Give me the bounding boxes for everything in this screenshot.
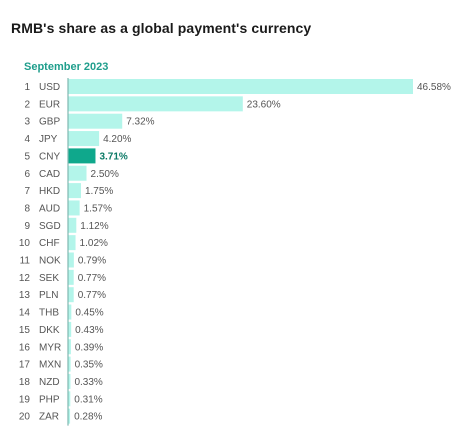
chart-subtitle: September 2023	[24, 61, 109, 73]
rank-label: 11	[20, 256, 31, 267]
rank-label: 4	[24, 134, 30, 145]
value-label: 0.45%	[75, 308, 103, 319]
value-label: 0.39%	[75, 342, 103, 353]
value-label: 0.77%	[78, 273, 106, 284]
rank-label: 16	[19, 342, 31, 353]
currency-label: CNY	[39, 151, 60, 162]
value-label: 23.60%	[247, 99, 281, 110]
bar-chf	[68, 235, 76, 251]
rank-label: 15	[19, 325, 31, 336]
value-label: 0.79%	[78, 256, 106, 267]
currency-label: NOK	[39, 256, 61, 267]
bar-eur	[68, 96, 243, 112]
bar-jpy	[68, 131, 100, 147]
value-label: 0.33%	[74, 377, 102, 388]
value-label: 46.58%	[417, 82, 451, 93]
currency-label: EUR	[39, 99, 60, 110]
rank-label: 8	[24, 203, 30, 214]
currency-label: SEK	[39, 273, 59, 284]
rank-label: 18	[19, 377, 31, 388]
value-label: 0.31%	[74, 394, 102, 405]
rank-label: 13	[19, 290, 31, 301]
currency-label: USD	[39, 82, 60, 93]
bar-pln	[68, 287, 74, 303]
value-label: 0.77%	[78, 290, 106, 301]
currency-label: DKK	[39, 325, 60, 336]
bar-sek	[68, 269, 74, 285]
currency-label: MXN	[39, 360, 61, 371]
value-label: 1.12%	[80, 221, 108, 232]
value-label: 0.43%	[75, 325, 103, 336]
currency-label: HKD	[39, 186, 60, 197]
bar-mxn	[68, 356, 71, 372]
rank-label: 10	[19, 238, 31, 249]
value-label: 2.50%	[91, 169, 119, 180]
bar-aud	[68, 200, 80, 216]
currency-label: CHF	[39, 238, 60, 249]
rank-label: 1	[24, 82, 30, 93]
currency-label: NZD	[39, 377, 60, 388]
rank-label: 7	[24, 186, 30, 197]
currency-label: GBP	[39, 117, 60, 128]
currency-label: AUD	[39, 203, 60, 214]
value-label: 1.02%	[80, 238, 108, 249]
bar-hkd	[68, 183, 81, 199]
bar-cny	[68, 148, 96, 164]
bar-myr	[68, 339, 71, 355]
rank-label: 19	[19, 394, 31, 405]
rank-label: 20	[19, 412, 31, 423]
rank-label: 6	[24, 169, 30, 180]
currency-label: CAD	[39, 169, 60, 180]
chart-title: RMB's share as a global payment's curren…	[11, 20, 312, 36]
bar-thb	[68, 304, 72, 320]
currency-label: JPY	[39, 134, 58, 145]
bar-dkk	[68, 321, 72, 337]
value-label: 1.75%	[85, 186, 113, 197]
rank-label: 12	[19, 273, 31, 284]
currency-label: MYR	[39, 342, 61, 353]
currency-label: THB	[39, 308, 59, 319]
rank-label: 17	[19, 360, 31, 371]
rank-label: 5	[24, 151, 30, 162]
bar-nzd	[68, 373, 71, 389]
value-label: 7.32%	[126, 117, 154, 128]
currency-label: PHP	[39, 394, 60, 405]
rank-label: 3	[24, 117, 30, 128]
rank-label: 14	[19, 308, 31, 319]
bar-sgd	[68, 217, 77, 233]
value-label: 4.20%	[103, 134, 131, 145]
value-label: 0.35%	[75, 360, 103, 371]
rank-label: 9	[24, 221, 30, 232]
currency-label: PLN	[39, 290, 58, 301]
bar-zar	[68, 408, 71, 424]
value-label: 1.57%	[84, 203, 112, 214]
rank-label: 2	[24, 99, 30, 110]
currency-label: ZAR	[39, 412, 59, 423]
bar-cad	[68, 165, 87, 181]
bar-php	[68, 391, 71, 407]
bar-usd	[68, 79, 413, 94]
currency-label: SGD	[39, 221, 61, 232]
bar-gbp	[68, 113, 123, 129]
bar-nok	[68, 252, 74, 268]
value-label: 0.28%	[74, 412, 102, 423]
value-label: 3.71%	[99, 151, 127, 162]
